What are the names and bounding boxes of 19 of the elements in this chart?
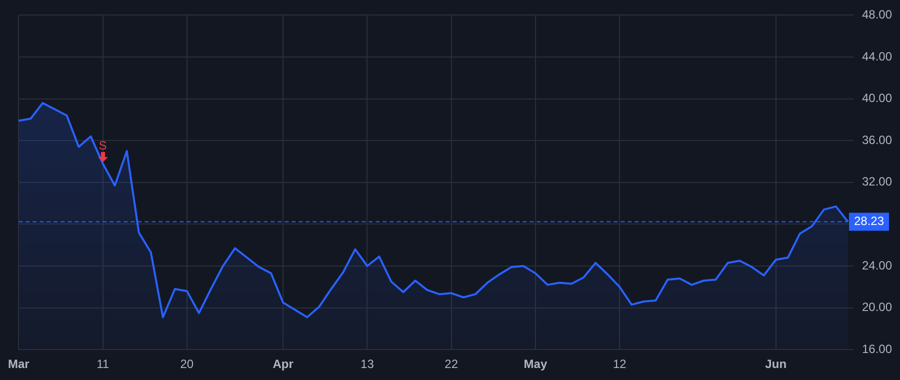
y-tick-label: 24.00: [862, 258, 892, 272]
x-tick-label: 22: [444, 357, 458, 372]
x-tick-label: 11: [96, 357, 110, 372]
x-tick-label: 12: [612, 357, 627, 372]
y-tick-label: 32.00: [862, 174, 892, 189]
ref-line-label: 28.23: [854, 214, 884, 228]
y-tick-label: 36.00: [862, 132, 892, 147]
annotation: S: [98, 138, 107, 153]
x-tick-label: Mar: [8, 357, 30, 372]
x-tick-label: 13: [360, 357, 374, 372]
y-tick-label: 40.00: [862, 91, 892, 106]
x-tick-label: 20: [180, 357, 194, 372]
y-tick-label: 44.00: [862, 49, 892, 64]
x-tick-label: May: [524, 357, 548, 372]
x-tick-label: Jun: [765, 357, 787, 372]
y-tick-label: 48.00: [862, 8, 892, 22]
y-tick-label: 20.00: [862, 300, 892, 314]
x-tick-label: Apr: [272, 357, 294, 372]
y-tick-label: 16.00: [862, 342, 892, 356]
